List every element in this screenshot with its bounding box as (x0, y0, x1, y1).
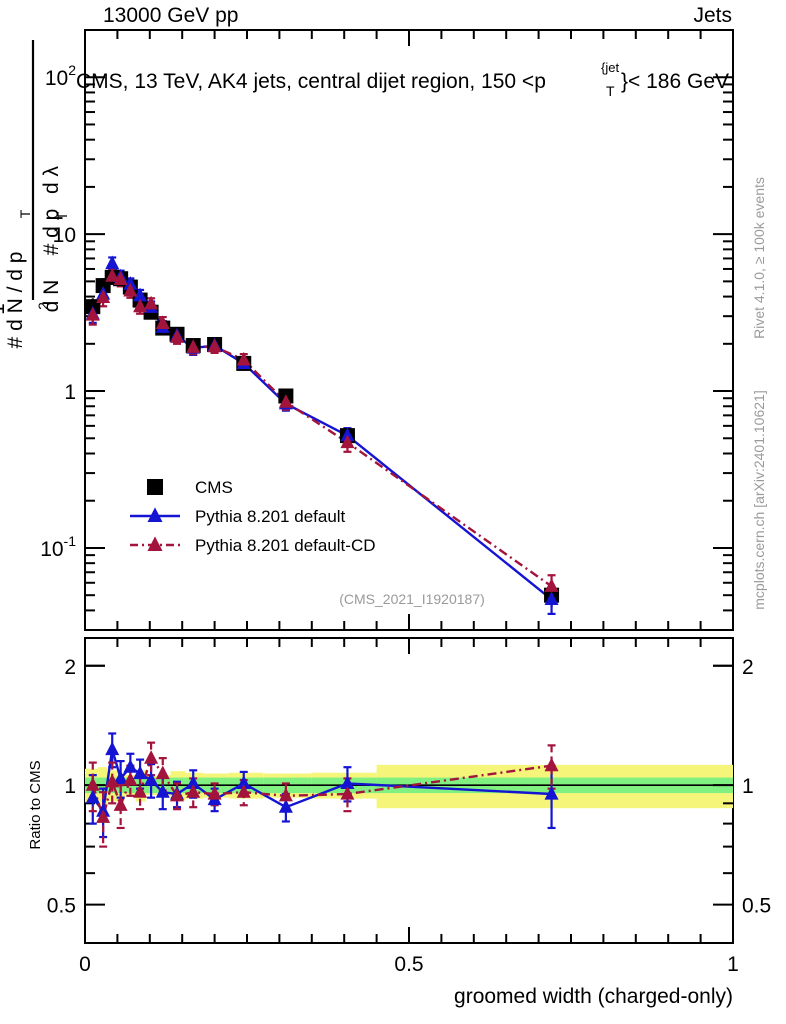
legend: CMS Pythia 8.201 default Pythia 8.201 defa… (130, 478, 376, 555)
plot-title-main: CMS, 13 TeV, AK4 jets, central dijet reg… (76, 70, 546, 93)
data-marker-triangle (544, 591, 559, 606)
y-tick-label-exponent: 2 (68, 62, 76, 78)
data-marker-triangle (105, 268, 120, 282)
data-marker-triangle (105, 255, 120, 270)
ratio-y-tick-label-right: 1 (742, 775, 754, 798)
x-tick-label: 1 (727, 953, 739, 976)
data-marker-square (147, 479, 163, 495)
ratio-panel-data (85, 732, 559, 848)
y-tick-label: 10-1 (40, 533, 76, 561)
data-marker-triangle (133, 287, 148, 302)
ratio-y-tick-label-left: 0.5 (47, 895, 76, 918)
legend-label-1: Pythia 8.201 default (195, 507, 346, 526)
data-marker-triangle (123, 282, 138, 297)
main-panel-data (85, 255, 560, 615)
analysis-id-watermark: (CMS_2021_I1920187) (339, 591, 485, 607)
x-tick-label: 0 (79, 953, 91, 976)
data-marker-triangle (155, 784, 170, 798)
x-tick-label: 0.5 (394, 953, 423, 976)
data-marker-triangle (147, 536, 163, 551)
data-marker-triangle (113, 770, 128, 785)
rivet-version-text: Rivet 4.1.0, ≥ 100k events (751, 177, 767, 339)
header-beam-label: 13000 GeV pp (103, 4, 238, 27)
data-marker-triangle (278, 799, 293, 813)
y-tick-label-exponent: -1 (64, 533, 77, 549)
data-marker-triangle (85, 307, 100, 321)
ratio-y-tick-label-right: 2 (742, 656, 754, 679)
data-marker-triangle (207, 785, 222, 800)
x-axis-tick-labels: 0 0.5 1 (79, 953, 739, 976)
data-marker-triangle (544, 785, 559, 800)
plot-title: CMS, 13 TeV, AK4 jets, central dijet reg… (76, 60, 729, 99)
y-axis-label-d2n: d N (40, 280, 63, 313)
y-axis-label-numerator-one: 1 (0, 303, 9, 315)
data-marker-triangle (236, 784, 251, 798)
data-marker-triangle (170, 329, 185, 343)
data-marker-triangle (278, 394, 293, 408)
y-axis-label-d2n-sup: 2 (35, 302, 51, 310)
data-marker-triangle (133, 765, 148, 780)
data-marker-triangle (207, 338, 222, 353)
plot-title-tail: }< 186 GeV (621, 70, 729, 93)
data-marker-triangle (186, 784, 201, 798)
data-marker-triangle (85, 777, 100, 791)
y-axis-label-numerator-sub: T (54, 211, 70, 220)
data-marker-triangle (96, 289, 111, 304)
legend-label-0: CMS (195, 478, 233, 497)
y-axis-label-denominator: # d N / d p (4, 252, 27, 349)
data-marker-triangle (236, 351, 251, 366)
main-panel-ticks (85, 29, 733, 631)
data-marker-triangle (113, 797, 128, 811)
ratio-y-tick-label-left: 1 (64, 775, 76, 798)
ratio-panel-y-tick-labels: 2 2 1 1 0.5 0.5 (47, 656, 771, 918)
data-marker-triangle (186, 775, 201, 790)
data-marker-triangle (105, 773, 120, 788)
data-marker-triangle (85, 789, 100, 804)
y-tick-label: 10 (53, 224, 76, 247)
data-marker-triangle (278, 787, 293, 802)
data-marker-triangle (170, 787, 185, 802)
y-axis-label: # d N / d p T 1 # d p T d λ d N 2 (0, 40, 70, 348)
data-marker-triangle (544, 578, 559, 592)
data-marker-triangle (155, 765, 170, 780)
data-marker-triangle (147, 507, 163, 522)
y-axis-label-numerator: # d p (40, 209, 63, 256)
data-marker-triangle (144, 750, 159, 764)
data-marker-triangle (133, 784, 148, 798)
plot-title-sup: {jet (601, 60, 619, 75)
data-marker-triangle (186, 339, 201, 353)
data-marker-triangle (133, 298, 148, 313)
x-axis-ticks (84, 30, 734, 943)
ratio-y-tick-label-right: 0.5 (742, 895, 771, 918)
data-marker-triangle (144, 772, 159, 786)
mcplots-source-text: mcplots.cern.ch [arXiv:2401.10621] (751, 390, 767, 609)
data-marker-triangle (123, 772, 138, 786)
ratio-axis-label: Ratio to CMS (27, 760, 44, 849)
y-tick-label: 1 (64, 381, 76, 404)
x-axis-label: groomed width (charged-only) (454, 985, 733, 1008)
data-marker-triangle (340, 434, 355, 449)
data-marker-triangle (113, 271, 128, 285)
data-marker-triangle (340, 785, 355, 800)
data-marker-triangle (340, 427, 355, 442)
data-marker-triangle (155, 315, 170, 329)
data-marker-triangle (96, 809, 111, 823)
header-category-label: Jets (693, 4, 732, 27)
data-marker-triangle (236, 775, 251, 790)
y-axis-label-dlambda: d λ (40, 165, 63, 194)
data-marker-triangle (105, 741, 120, 756)
ratio-y-tick-label-left: 2 (64, 656, 76, 679)
plot-title-sub: T (606, 83, 615, 99)
data-marker-triangle (123, 759, 138, 773)
data-marker-triangle (544, 757, 559, 772)
data-marker-triangle (340, 775, 355, 790)
legend-label-2: Pythia 8.201 default-CD (195, 536, 376, 555)
data-marker-triangle (144, 295, 159, 310)
y-axis-label-denominator-sub: T (17, 209, 33, 218)
